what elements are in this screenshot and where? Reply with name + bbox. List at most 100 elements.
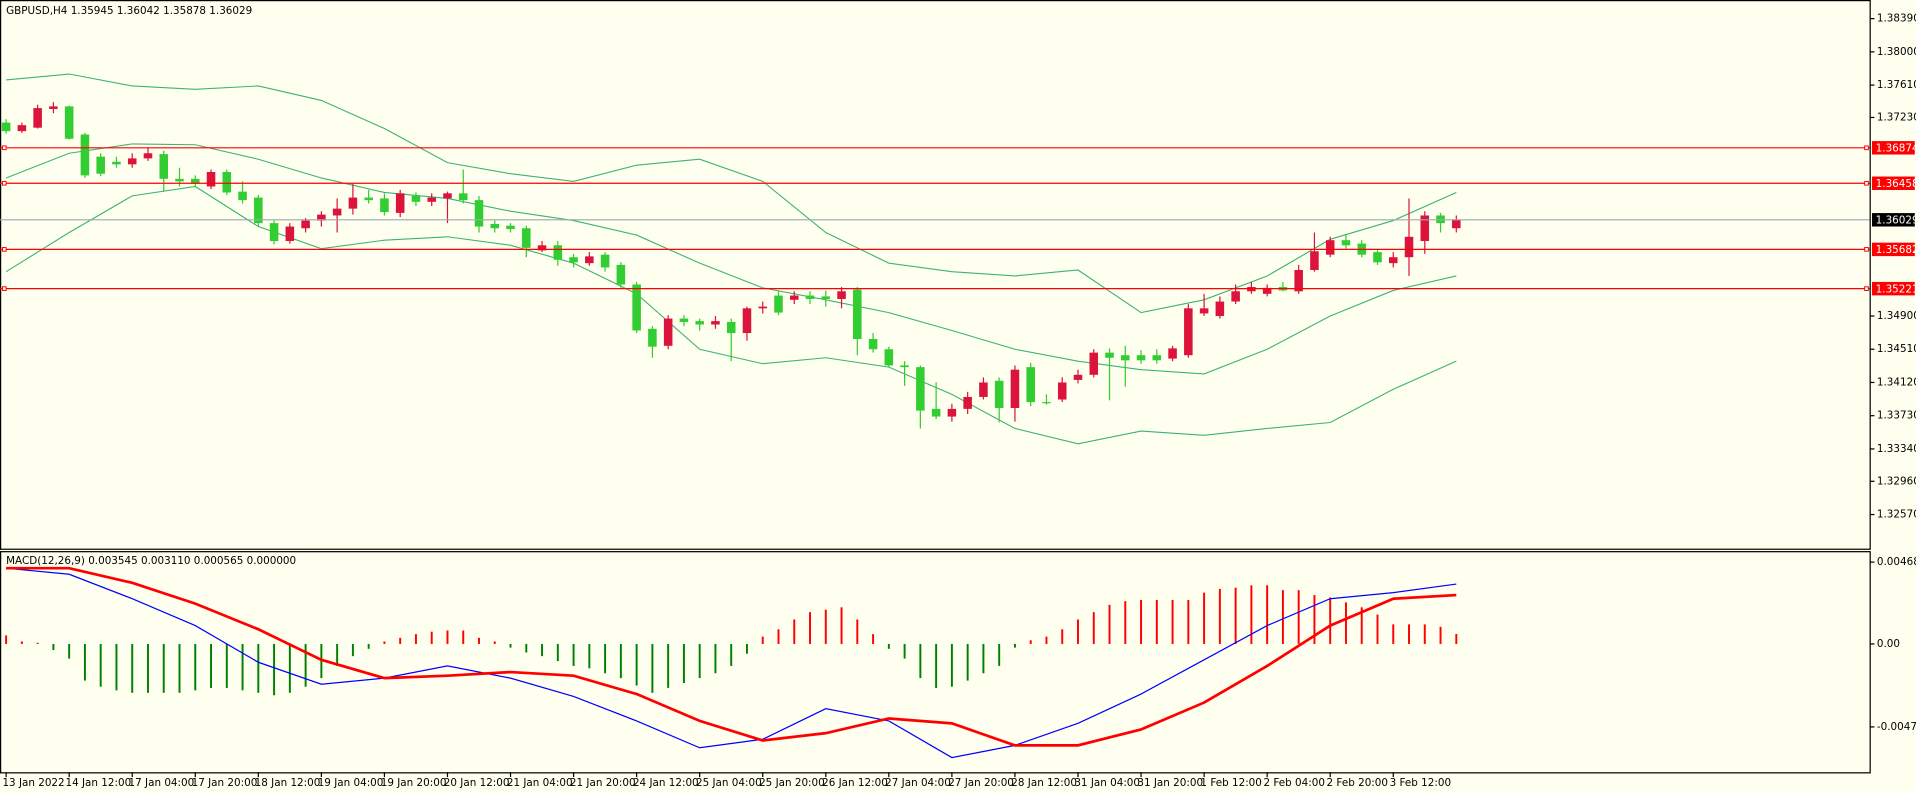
- candle-body: [695, 321, 704, 325]
- candle-body: [1310, 251, 1319, 270]
- candle-body: [364, 197, 373, 201]
- candle-body: [411, 195, 421, 202]
- y-tick-label: 1.32570: [1877, 509, 1916, 521]
- level-label: 1.36458: [1876, 178, 1916, 190]
- y-tick-label: 1.38390: [1877, 13, 1916, 25]
- candle-body: [1373, 252, 1382, 263]
- candle-body: [916, 367, 925, 411]
- candle-body: [206, 172, 216, 187]
- candle-body: [80, 134, 90, 176]
- x-tick-label: 28 Jan 12:00: [1011, 777, 1077, 789]
- candle-body: [537, 245, 547, 251]
- candle-body: [143, 153, 153, 159]
- y-tick-label: 1.37230: [1877, 111, 1916, 123]
- candle-body: [758, 306, 768, 309]
- x-tick-label: 19 Jan 20:00: [381, 777, 447, 789]
- candle-body: [1089, 352, 1099, 375]
- macd-panel: [0, 551, 1871, 774]
- level-marker: [1, 180, 7, 186]
- x-tick-label: 14 Jan 12:00: [65, 777, 131, 789]
- candle-body: [1026, 367, 1035, 403]
- candle-body: [1199, 308, 1209, 314]
- candle-body: [1325, 240, 1335, 255]
- candle-body: [33, 108, 42, 128]
- price-label-box: [1872, 213, 1915, 227]
- level-marker: [1864, 145, 1869, 151]
- level-marker: [1, 247, 7, 252]
- candle-body: [1121, 355, 1130, 361]
- candle-body: [522, 228, 531, 248]
- candle-body: [553, 245, 563, 260]
- x-tick-label: 20 Jan 12:00: [444, 777, 510, 789]
- x-tick-label: 17 Jan 04:00: [129, 777, 195, 789]
- candle-body: [569, 257, 578, 263]
- candle-body: [127, 158, 137, 165]
- level-label: 1.35221: [1876, 283, 1916, 295]
- candle-body: [1105, 352, 1114, 358]
- candle-body: [17, 125, 27, 132]
- y-tick-label: 0.004687: [1877, 556, 1916, 568]
- candle-body: [317, 214, 326, 221]
- x-tick-label: 19 Jan 04:00: [318, 777, 384, 789]
- candle-body: [159, 154, 169, 179]
- candle-body: [663, 318, 673, 346]
- candle-body: [726, 321, 736, 334]
- level-label: 1.36874: [1876, 142, 1916, 154]
- level-marker: [1, 145, 7, 151]
- x-tick-label: 27 Jan 04:00: [885, 777, 951, 789]
- candle-body: [285, 226, 295, 242]
- candle-body: [711, 321, 720, 325]
- band-upper: [6, 73, 1457, 314]
- candle-body: [616, 264, 626, 285]
- candle-body: [64, 106, 74, 139]
- price-label: 1.36029: [1876, 214, 1916, 226]
- candle-body: [884, 349, 894, 366]
- candle-body: [332, 208, 342, 216]
- candle-body: [900, 365, 909, 368]
- candle-body: [805, 295, 815, 299]
- level-marker: [1, 286, 7, 291]
- candle-body: [380, 198, 389, 213]
- candle-body: [1404, 236, 1414, 258]
- macd-line: [6, 567, 1457, 759]
- candle-body: [443, 193, 452, 199]
- candle-body: [238, 191, 247, 201]
- candle-body: [979, 382, 988, 397]
- x-tick-label: 2 Feb 04:00: [1263, 777, 1324, 789]
- y-tick-label: 1.34510: [1877, 343, 1916, 355]
- candle-body: [506, 225, 515, 230]
- candle-body: [96, 156, 105, 174]
- candle-body: [789, 295, 799, 300]
- candle-body: [301, 220, 310, 229]
- candle-body: [190, 178, 200, 184]
- candle-body: [600, 254, 610, 268]
- candle-body: [490, 223, 500, 229]
- y-tick-label: -0.004755: [1877, 721, 1916, 733]
- x-tick-label: 21 Jan 04:00: [507, 777, 573, 789]
- candle-body: [1452, 219, 1461, 229]
- level-marker: [1864, 180, 1869, 186]
- level-label-box: [1872, 281, 1915, 296]
- macd-line: [6, 566, 1457, 747]
- x-tick-label: 24 Jan 12:00: [633, 777, 699, 789]
- candle-body: [1057, 382, 1067, 400]
- y-tick-label: 1.37610: [1877, 79, 1916, 91]
- x-tick-label: 13 Jan 2022: [2, 777, 64, 789]
- candle-body: [269, 223, 279, 242]
- candle-body: [1215, 301, 1225, 317]
- x-tick-label: 3 Feb 12:00: [1390, 777, 1451, 789]
- y-tick-label: 1.34900: [1877, 310, 1916, 322]
- candle-body: [1073, 374, 1083, 380]
- candle-body: [348, 197, 358, 209]
- candle-body: [175, 178, 184, 182]
- candle-body: [1262, 287, 1272, 294]
- candle-body: [254, 197, 263, 224]
- x-tick-label: 31 Jan 04:00: [1074, 777, 1140, 789]
- candle-body: [112, 161, 121, 165]
- candle-body: [427, 197, 436, 202]
- x-tick-label: 18 Jan 12:00: [255, 777, 321, 789]
- main-panel: [0, 0, 1871, 550]
- candle-body: [821, 296, 831, 299]
- level-label-box: [1872, 242, 1915, 257]
